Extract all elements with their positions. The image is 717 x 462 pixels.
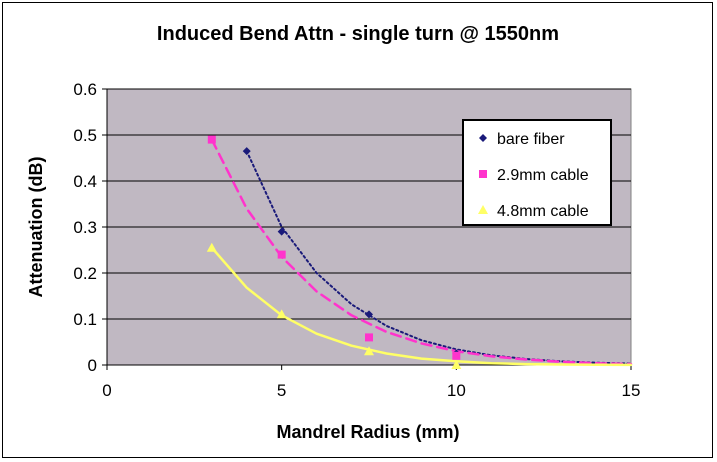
- data-point: [207, 135, 216, 144]
- x-axis-title: Mandrel Radius (mm): [276, 422, 459, 442]
- data-point: [277, 250, 286, 259]
- y-tick-label: 0.3: [73, 218, 97, 237]
- data-point: [276, 309, 287, 319]
- legend-label: 4.8mm cable: [497, 203, 589, 220]
- legend-marker: [479, 134, 487, 142]
- legend-label: bare fiber: [497, 131, 565, 148]
- x-tick-label: 10: [447, 381, 466, 400]
- data-point: [206, 242, 217, 252]
- legend-box: [462, 119, 612, 226]
- chart-title: Induced Bend Attn - single turn @ 1550nm: [157, 23, 559, 45]
- y-tick-label: 0.2: [73, 264, 97, 283]
- y-axis-title: Attenuation (dB): [26, 157, 46, 298]
- data-point: [364, 346, 374, 356]
- y-tick-label: 0.1: [73, 310, 97, 329]
- y-tick-label: 0.5: [73, 126, 97, 145]
- legend-label: 2.9mm cable: [497, 167, 589, 184]
- data-point: [242, 147, 251, 156]
- data-point: [365, 310, 373, 319]
- x-tick-label: 15: [622, 381, 641, 400]
- legend-marker: [479, 170, 487, 178]
- x-tick-label: 5: [277, 381, 286, 400]
- y-tick-label: 0: [88, 356, 97, 375]
- data-point: [451, 360, 462, 369]
- legend-marker: [478, 205, 488, 214]
- x-tick-label: 0: [102, 381, 111, 400]
- data-point: [452, 351, 461, 360]
- y-tick-label: 0.4: [73, 172, 97, 191]
- y-tick-label: 0.6: [73, 80, 97, 99]
- legend: bare fiber 2.9mm cable 4.8mm cable: [462, 119, 612, 226]
- data-point: [277, 227, 286, 236]
- data-point: [365, 333, 373, 342]
